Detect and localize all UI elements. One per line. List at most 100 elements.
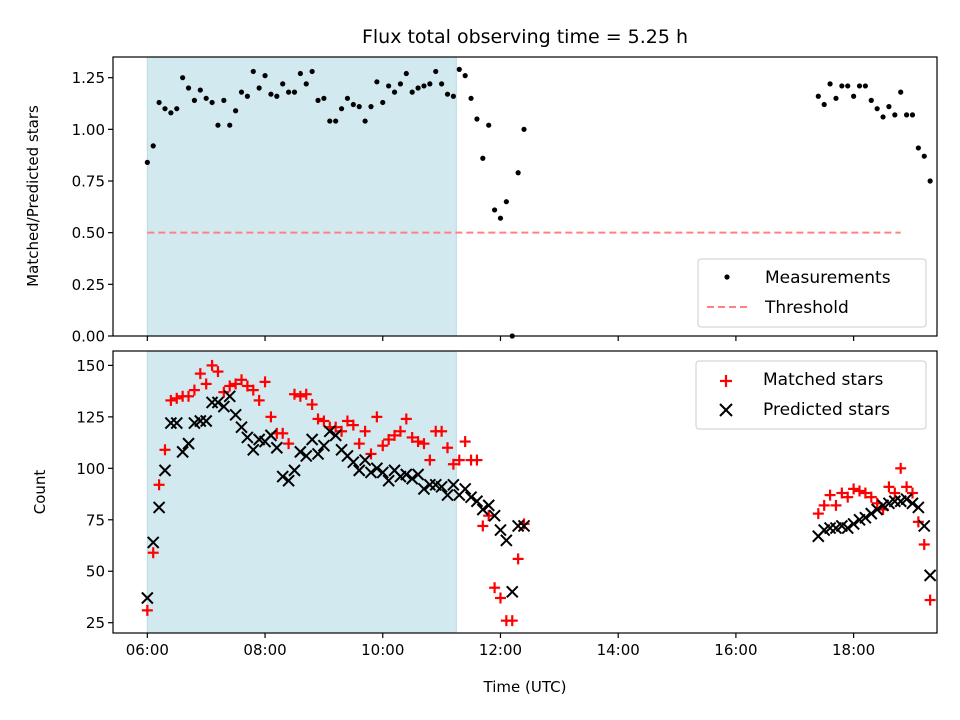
predicted-point — [888, 495, 902, 508]
measurement-point — [491, 207, 498, 213]
predicted-point — [364, 466, 378, 479]
predicted-point — [182, 437, 195, 450]
predicted-point — [288, 464, 301, 477]
predicted-point — [194, 414, 207, 428]
x-tick-label: 06:00 — [126, 641, 169, 659]
predicted-point — [241, 431, 254, 444]
predicted-point — [329, 429, 342, 442]
measurement-point — [833, 95, 839, 101]
predicted-point — [300, 449, 313, 463]
matched-point — [336, 425, 348, 437]
predicted-point — [923, 569, 937, 582]
matched-point — [259, 376, 271, 388]
legend: Measurements Threshold — [697, 258, 927, 328]
y-tick-label: 0.25 — [72, 276, 105, 294]
predicted-point — [506, 585, 519, 599]
predicted-point — [517, 519, 531, 533]
measurement-point — [821, 101, 827, 108]
measurement-point — [309, 68, 315, 75]
measurement-point — [839, 83, 845, 89]
measurement-point — [227, 122, 233, 128]
measurement-point — [191, 97, 198, 103]
x-tick-label: 16:00 — [714, 641, 757, 659]
x-tick-label: 10:00 — [361, 641, 404, 659]
predicted-point — [205, 396, 219, 409]
predicted-point — [217, 400, 231, 413]
measurement-point — [197, 87, 203, 93]
measurement-point — [209, 99, 215, 106]
predicted-point — [447, 478, 460, 492]
measurement-point — [515, 170, 521, 176]
matched-point — [818, 499, 830, 511]
matched-point — [306, 399, 318, 411]
matched-point — [241, 380, 253, 392]
y-ticks: 25 50 75 100 125 150 — [76, 357, 113, 632]
x-ticks: 06:00 08:00 10:00 12:00 14:00 16:00 18:00 — [126, 633, 875, 659]
matched-point — [836, 487, 848, 499]
measurement-point — [892, 112, 898, 118]
measurement-point — [233, 108, 239, 114]
x-tick-label: 18:00 — [832, 641, 875, 659]
predicted-point — [906, 497, 919, 510]
matched-point — [924, 594, 936, 606]
matched-point — [512, 553, 524, 565]
matched-point — [424, 454, 436, 466]
matched-point — [442, 442, 454, 454]
predicted-point — [158, 464, 172, 477]
measurement-point — [462, 73, 468, 79]
measurement-point — [168, 110, 174, 116]
predicted-point — [411, 468, 425, 481]
observing-window-shade — [146, 56, 457, 337]
measurement-point — [333, 118, 339, 124]
measurement-point — [450, 93, 456, 99]
matched-point — [353, 438, 365, 450]
matched-point — [906, 487, 918, 499]
legend-marker-matched — [720, 375, 732, 387]
matched-point — [183, 390, 195, 402]
matched-point — [859, 487, 871, 499]
plot-marks — [144, 66, 933, 339]
y-axis-label: Count — [31, 470, 49, 515]
plot-marks — [141, 359, 937, 627]
measurement-point — [845, 83, 851, 89]
matched-point — [489, 582, 501, 594]
measurement-point — [238, 89, 245, 95]
plot-frame — [112, 56, 938, 337]
matched-point — [165, 394, 177, 406]
chart-title: Flux total observing time = 5.25 h — [362, 26, 688, 48]
predicted-point — [294, 445, 307, 459]
predicted-point — [376, 466, 389, 479]
matched-point — [200, 378, 212, 390]
measurement-point — [397, 81, 404, 87]
matched-point — [436, 425, 448, 437]
y-ticks: 0.00 0.25 0.50 0.75 1.00 1.25 — [72, 69, 113, 346]
matched-point — [230, 378, 242, 390]
matched-point — [865, 491, 877, 503]
matched-point — [895, 462, 907, 474]
plot-frame — [112, 350, 938, 634]
measurement-point — [468, 95, 474, 101]
matched-point — [236, 374, 248, 386]
legend-label-matched: Matched stars — [763, 370, 883, 390]
measurement-point — [439, 81, 445, 87]
predicted-point — [164, 416, 178, 430]
matched-point — [347, 419, 359, 431]
matched-point — [171, 392, 183, 404]
matched-point — [830, 499, 842, 511]
matched-point — [247, 384, 259, 396]
measurement-point — [433, 68, 439, 75]
measurement-point — [427, 81, 433, 87]
matched-point — [453, 454, 465, 466]
measurement-point — [868, 97, 874, 103]
predicted-point — [223, 390, 236, 403]
matched-point — [459, 436, 471, 448]
measurement-point — [880, 114, 886, 120]
measurement-point — [456, 66, 462, 72]
x-ticks — [146, 336, 855, 341]
measurement-point — [215, 122, 221, 128]
predicted-point — [823, 521, 837, 535]
predicted-point — [417, 482, 431, 496]
measurement-point — [285, 89, 292, 95]
matched-point — [824, 489, 836, 501]
